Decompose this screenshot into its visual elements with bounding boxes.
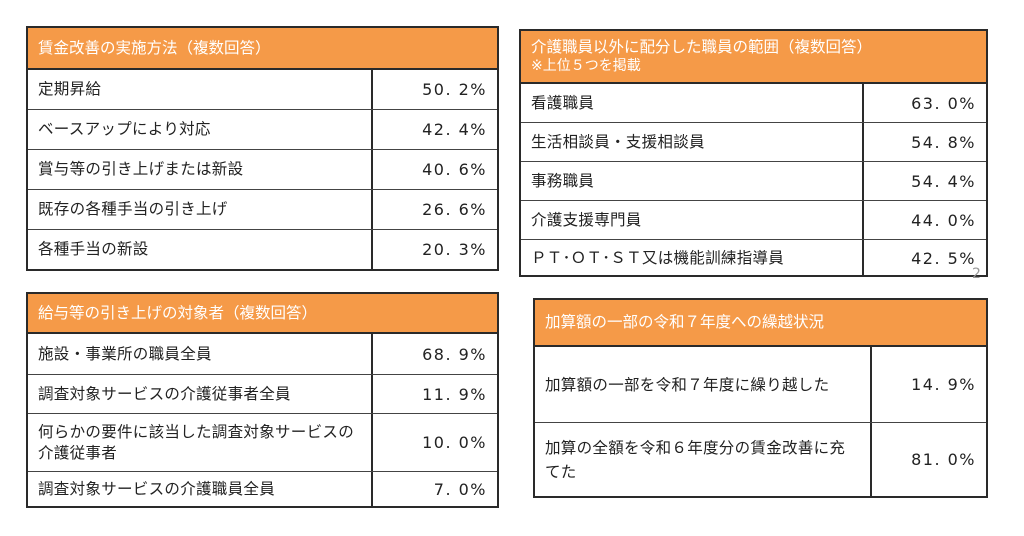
row-label: 施設・事業所の職員全員 [28,334,373,374]
table-row: 事務職員 54. 4% [521,162,986,201]
row-label: ベースアップにより対応 [28,110,373,149]
row-value: 14. 9% [911,375,976,394]
row-value: 40. 6% [422,160,487,179]
table-row: 生活相談員・支援相談員 54. 8% [521,123,986,162]
row-value: 42. 5% [911,249,976,268]
row-value: 81. 0% [911,450,976,469]
row-label: 調査対象サービスの介護従事者全員 [28,375,373,413]
table-row: ＰＴ･ＯＴ･ＳＴ又は機能訓練指導員 42. 5% [521,240,986,277]
row-label: 看護職員 [521,84,864,122]
row-value: 26. 6% [422,200,487,219]
row-value: 54. 8% [911,132,976,152]
table-row: 何らかの要件に該当した調査対象サービスの介護従事者 10. 0% [28,414,497,472]
row-label: 加算額の一部を令和７年度に繰り越した [535,347,872,422]
row-value: 63. 0% [911,93,976,113]
table-row: 既存の各種手当の引き上げ 26. 6% [28,190,497,230]
table-row: 調査対象サービスの介護従事者全員 11. 9% [28,375,497,414]
row-value: 42. 4% [422,120,487,139]
row-label: 加算の全額を令和６年度分の賃金改善に充てた [535,423,872,496]
table-subtitle: ※上位５つを掲載 [531,57,641,74]
row-value: 68. 9% [422,344,487,364]
table-title: 加算額の一部の令和７年度への繰越状況 [545,313,825,331]
row-label: 何らかの要件に該当した調査対象サービスの介護従事者 [28,414,373,471]
row-value: 11. 9% [422,384,487,404]
table-row: 各種手当の新設 20. 3% [28,230,497,269]
row-label: 各種手当の新設 [28,230,373,269]
row-value: 10. 0% [422,433,487,452]
row-value: 20. 3% [422,240,487,259]
table-header: 介護職員以外に配分した職員の範囲（複数回答） ※上位５つを掲載 [521,31,986,84]
table-row: 加算の全額を令和６年度分の賃金改善に充てた 81. 0% [535,423,986,496]
salary-raise-target-table: 給与等の引き上げの対象者（複数回答） 施設・事業所の職員全員 68. 9% 調査対… [26,292,499,508]
table-row: ベースアップにより対応 42. 4% [28,110,497,150]
table-header: 賃金改善の実施方法（複数回答） [28,28,497,70]
table-row: 調査対象サービスの介護職員全員 7. 0% [28,472,497,506]
table-header: 給与等の引き上げの対象者（複数回答） [28,294,497,334]
table-title: 給与等の引き上げの対象者（複数回答） [38,303,318,322]
row-label: 既存の各種手当の引き上げ [28,190,373,229]
table-row: 加算額の一部を令和７年度に繰り越した 14. 9% [535,347,986,423]
row-value: 54. 4% [911,171,976,191]
row-label: 生活相談員・支援相談員 [521,123,864,161]
table-row: 賞与等の引き上げまたは新設 40. 6% [28,150,497,190]
carryover-status-table: 加算額の一部の令和７年度への繰越状況 加算額の一部を令和７年度に繰り越した 14.… [533,298,988,498]
row-label: 調査対象サービスの介護職員全員 [28,472,373,506]
table-row: 定期昇給 50. 2% [28,70,497,110]
row-value: 7. 0% [433,479,487,499]
row-value: 44. 0% [911,210,976,230]
row-label: 定期昇給 [28,70,373,109]
table-header: 加算額の一部の令和７年度への繰越状況 [535,300,986,347]
table-row: 介護支援専門員 44. 0% [521,201,986,240]
table-title: 介護職員以外に配分した職員の範囲（複数回答） [531,37,873,56]
table-row: 看護職員 63. 0% [521,84,986,123]
row-value: 50. 2% [422,80,487,99]
non-care-staff-range-table: 介護職員以外に配分した職員の範囲（複数回答） ※上位５つを掲載 看護職員 63. … [519,29,988,277]
row-label: 事務職員 [521,162,864,200]
table-row: 施設・事業所の職員全員 68. 9% [28,334,497,375]
table-title: 賃金改善の実施方法（複数回答） [38,38,271,57]
row-label: 賞与等の引き上げまたは新設 [28,150,373,189]
page-number: 2 [972,266,981,282]
wage-improvement-method-table: 賃金改善の実施方法（複数回答） 定期昇給 50. 2% ベースアップにより対応 42… [26,26,499,271]
row-label: ＰＴ･ＯＴ･ＳＴ又は機能訓練指導員 [521,240,864,277]
row-label: 介護支援専門員 [521,201,864,239]
